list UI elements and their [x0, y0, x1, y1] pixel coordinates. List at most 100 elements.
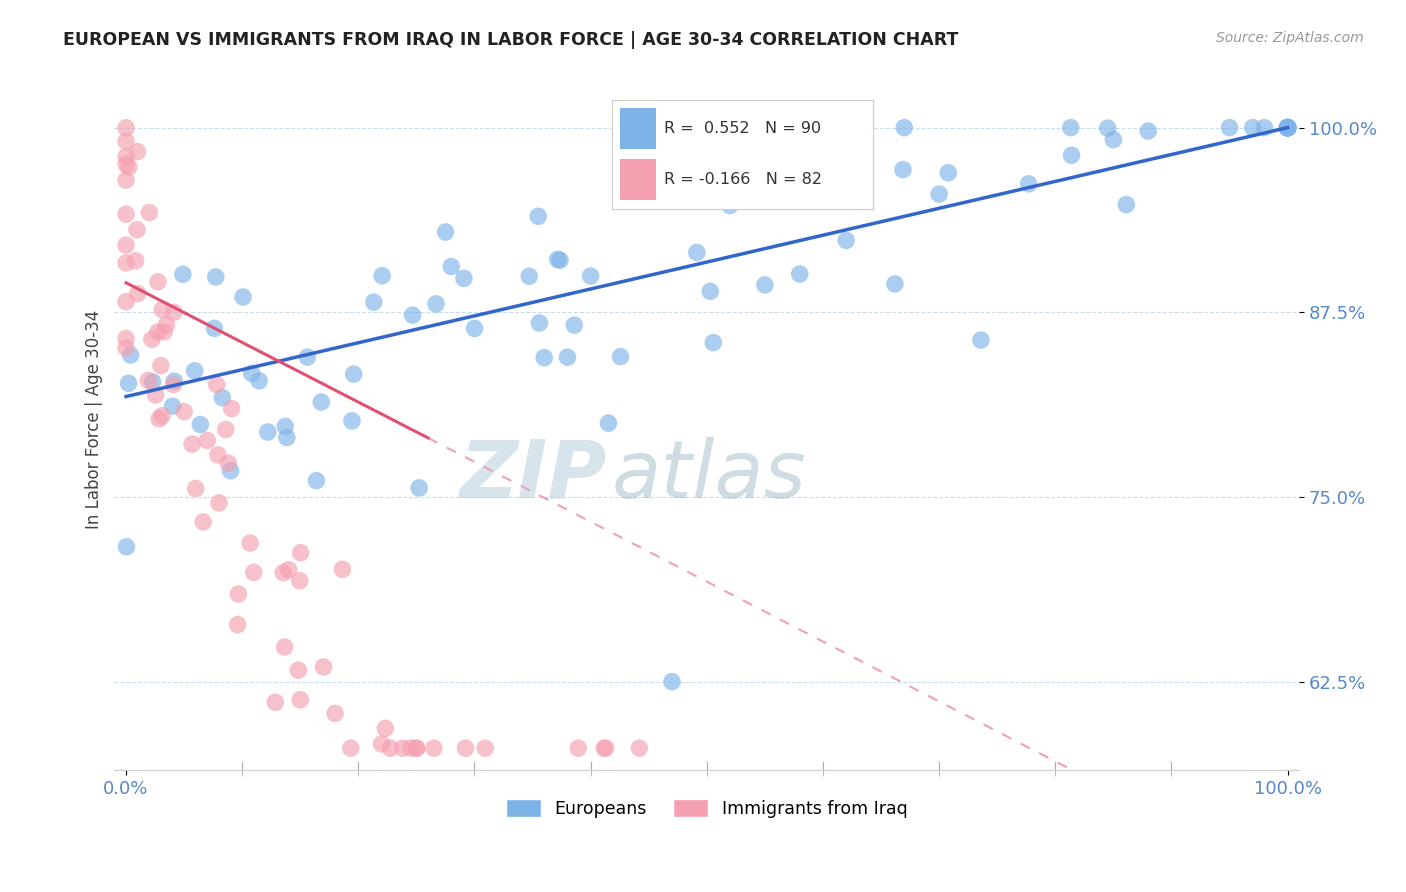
Point [243, 566, 266, 580]
Point [232, 290, 254, 304]
Point [264, 695, 287, 709]
Point [533, 351, 555, 365]
Point [150, 302, 173, 317]
Point [717, 185, 740, 199]
Point [204, 321, 226, 335]
Point [548, 253, 571, 268]
Point [1277, 120, 1299, 135]
Point [118, 160, 141, 174]
Point [172, 267, 194, 281]
Point [1060, 120, 1083, 135]
Point [595, 741, 617, 756]
Point [440, 260, 463, 274]
Point [893, 120, 915, 135]
Point [474, 741, 496, 756]
Point [686, 245, 709, 260]
Point [1060, 148, 1083, 162]
Point [309, 395, 332, 409]
Point [936, 166, 959, 180]
Point [1018, 177, 1040, 191]
Point [146, 325, 169, 339]
Point [399, 741, 422, 756]
Point [215, 422, 238, 436]
Y-axis label: In Labor Force | Age 30-34: In Labor Force | Age 30-34 [86, 310, 103, 529]
Point [146, 275, 169, 289]
Point [835, 234, 858, 248]
Point [273, 640, 295, 654]
Point [207, 448, 229, 462]
Point [163, 374, 186, 388]
Point [453, 271, 475, 285]
Point [127, 145, 149, 159]
Point [380, 741, 402, 756]
Legend: Europeans, Immigrants from Iraq: Europeans, Immigrants from Iraq [499, 792, 914, 825]
Point [150, 409, 173, 423]
Point [1277, 120, 1299, 135]
Point [312, 660, 335, 674]
Point [789, 267, 811, 281]
Text: EUROPEAN VS IMMIGRANTS FROM IRAQ IN LABOR FORCE | AGE 30-34 CORRELATION CHART: EUROPEAN VS IMMIGRANTS FROM IRAQ IN LABO… [63, 31, 959, 49]
Point [718, 198, 741, 212]
Text: Source: ZipAtlas.com: Source: ZipAtlas.com [1216, 31, 1364, 45]
Point [163, 305, 186, 319]
Point [155, 318, 177, 332]
Point [115, 157, 138, 171]
Point [884, 277, 907, 291]
Point [402, 308, 425, 322]
Point [425, 297, 447, 311]
Point [323, 706, 346, 721]
Point [271, 566, 294, 580]
Point [127, 286, 149, 301]
Point [1277, 120, 1299, 135]
Point [124, 253, 146, 268]
Point [226, 617, 249, 632]
Point [115, 332, 138, 346]
Point [115, 238, 138, 252]
Point [162, 399, 184, 413]
Point [115, 134, 138, 148]
Point [115, 341, 138, 355]
Point [1277, 120, 1299, 135]
Point [1277, 120, 1299, 135]
Point [339, 741, 361, 756]
Point [405, 741, 427, 756]
Point [162, 377, 184, 392]
Point [374, 722, 396, 736]
Point [699, 285, 721, 299]
Point [557, 350, 579, 364]
Point [593, 741, 616, 756]
Point [240, 366, 263, 380]
Point [527, 209, 550, 223]
Point [188, 417, 211, 432]
Point [463, 321, 485, 335]
Point [142, 375, 165, 389]
Point [579, 268, 602, 283]
Point [454, 741, 477, 756]
Point [434, 225, 457, 239]
Point [228, 587, 250, 601]
Point [115, 173, 138, 187]
Point [598, 416, 620, 430]
Point [149, 359, 172, 373]
Point [626, 191, 648, 205]
Point [153, 325, 176, 339]
Point [529, 316, 551, 330]
Point [115, 256, 138, 270]
Point [340, 414, 363, 428]
Point [148, 412, 170, 426]
Point [754, 277, 776, 292]
Point [276, 430, 298, 444]
Point [205, 377, 228, 392]
Point [970, 333, 993, 347]
Point [208, 496, 231, 510]
Point [891, 162, 914, 177]
Point [183, 364, 205, 378]
Point [288, 574, 311, 588]
Text: atlas: atlas [612, 436, 807, 515]
Point [247, 374, 270, 388]
Point [115, 207, 138, 221]
Point [274, 419, 297, 434]
Point [305, 474, 328, 488]
Point [1115, 197, 1137, 211]
Point [1277, 120, 1299, 135]
